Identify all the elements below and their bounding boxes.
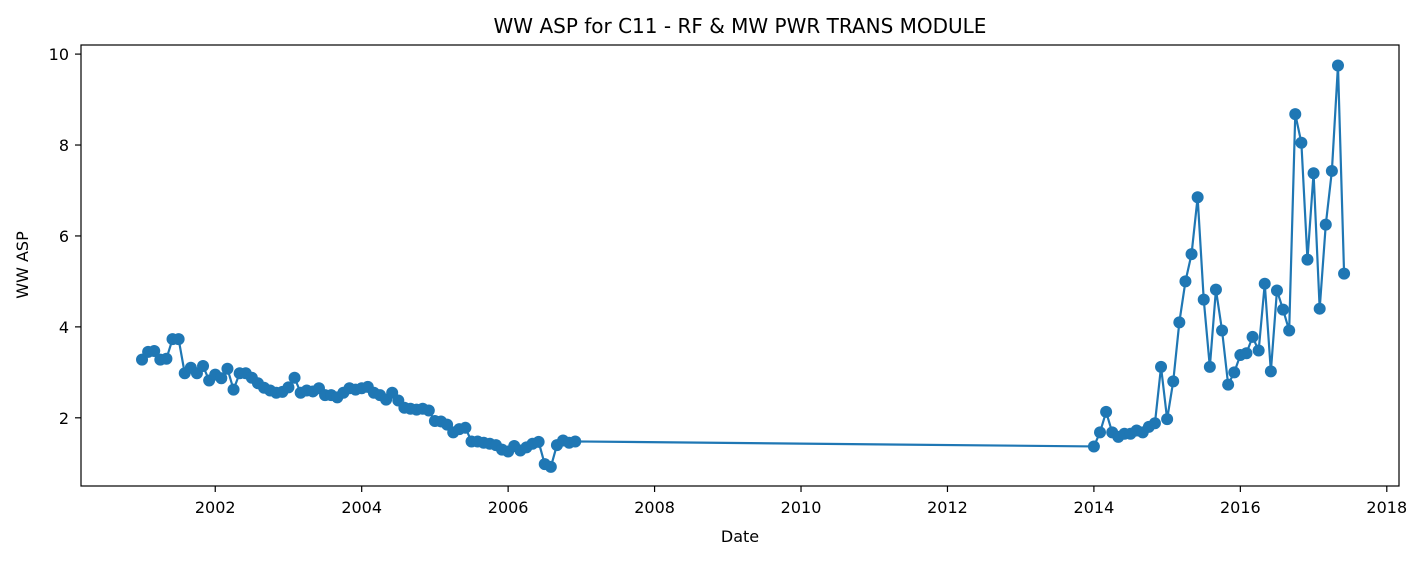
data-point	[1148, 417, 1161, 430]
data-point	[215, 372, 228, 385]
data-point	[1173, 316, 1186, 329]
data-point	[1155, 360, 1168, 373]
y-tick-label: 4	[59, 318, 69, 337]
x-tick-label: 2002	[195, 498, 236, 517]
data-point	[1167, 375, 1180, 388]
y-tick-label: 8	[59, 136, 69, 155]
data-point	[1087, 440, 1100, 453]
y-axis-ticks: 2 4 6 8 10	[49, 45, 81, 428]
x-tick-label: 2006	[488, 498, 529, 517]
data-point	[1100, 405, 1113, 418]
data-point	[1216, 324, 1229, 337]
data-point	[1161, 413, 1174, 426]
data-point	[1301, 253, 1314, 266]
x-tick-label: 2018	[1366, 498, 1407, 517]
y-tick-label: 2	[59, 409, 69, 428]
data-point	[569, 435, 582, 448]
data-point	[1240, 347, 1253, 360]
data-point	[1283, 324, 1296, 337]
plot-frame	[80, 44, 1400, 487]
x-tick-label: 2004	[341, 498, 382, 517]
data-point	[197, 359, 210, 372]
data-point	[282, 381, 295, 394]
data-point	[1203, 360, 1216, 373]
data-point	[532, 435, 545, 448]
data-point	[1325, 164, 1338, 177]
y-tick-label: 10	[49, 45, 69, 64]
y-tick-label: 6	[59, 227, 69, 246]
data-point	[422, 404, 435, 417]
data-point	[459, 421, 472, 434]
data-point	[1197, 293, 1210, 306]
series-layer	[136, 59, 1351, 473]
data-point	[1295, 136, 1308, 149]
data-point	[1252, 344, 1265, 357]
data-point	[1331, 59, 1344, 72]
data-point	[1209, 283, 1222, 296]
data-point	[1222, 378, 1235, 391]
y-axis-title: WW ASP	[13, 231, 32, 299]
data-point	[288, 371, 301, 384]
data-point	[1289, 108, 1302, 121]
x-tick-label: 2010	[781, 498, 822, 517]
x-tick-label: 2014	[1074, 498, 1115, 517]
data-point	[1319, 218, 1332, 231]
data-point	[1277, 303, 1290, 316]
plot-background	[81, 45, 1399, 486]
data-point	[1313, 302, 1326, 315]
data-point	[172, 333, 185, 346]
data-point	[1270, 284, 1283, 297]
data-point	[1228, 366, 1241, 379]
data-point	[544, 460, 557, 473]
x-axis-title: Date	[721, 527, 759, 546]
data-point	[1179, 275, 1192, 288]
chart-title: WW ASP for C11 - RF & MW PWR TRANS MODUL…	[494, 14, 987, 38]
data-point	[148, 344, 161, 357]
data-point	[1338, 267, 1351, 280]
data-point	[160, 352, 173, 365]
data-point	[1094, 426, 1107, 439]
x-tick-label: 2008	[634, 498, 675, 517]
data-point	[1307, 167, 1320, 180]
data-point	[1264, 365, 1277, 378]
x-tick-label: 2016	[1220, 498, 1261, 517]
data-point	[221, 362, 234, 375]
data-point	[1191, 191, 1204, 204]
data-point	[1258, 277, 1271, 290]
x-axis-ticks: 2002 2004 2006 2008 2010 2012 2014 2016 2018	[195, 486, 1407, 517]
data-point	[227, 383, 240, 396]
data-point	[1246, 330, 1259, 343]
data-point	[1185, 248, 1198, 261]
x-tick-label: 2012	[927, 498, 968, 517]
